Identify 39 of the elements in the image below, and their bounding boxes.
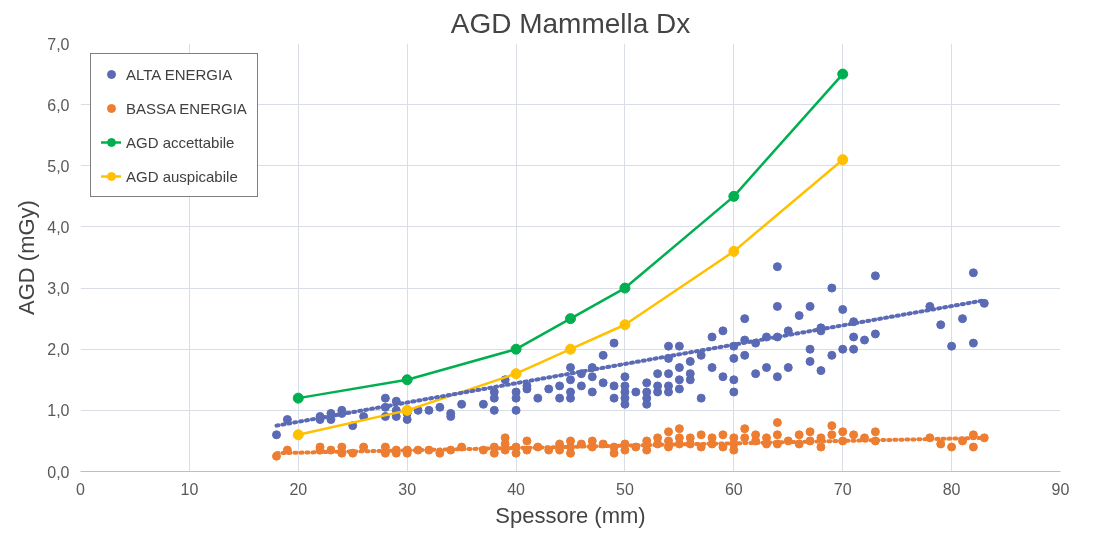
point <box>619 319 631 331</box>
y-tick-label: 7,0 <box>47 35 70 53</box>
x-tick-label: 20 <box>289 480 308 498</box>
point <box>728 190 740 202</box>
x-tick-label: 80 <box>942 480 961 498</box>
point <box>292 429 304 441</box>
y-tick-label: 4,0 <box>47 218 70 236</box>
point <box>619 282 631 294</box>
legend-label: AGD accettabile <box>126 133 235 151</box>
x-tick-label: 60 <box>724 480 743 498</box>
point <box>292 392 304 404</box>
legend-label: ALTA ENERGIA <box>126 65 233 83</box>
y-tick-label: 5,0 <box>47 157 70 175</box>
legend-label: BASSA ENERGIA <box>126 99 247 117</box>
x-axis-title: Spessore (mm) <box>495 502 646 528</box>
x-tick-label: 50 <box>616 480 634 498</box>
point <box>401 404 413 416</box>
x-tick-label: 0 <box>76 480 86 498</box>
y-tick-label: 3,0 <box>47 280 70 298</box>
point <box>510 368 522 380</box>
point <box>565 313 576 325</box>
point <box>401 374 413 386</box>
y-tick-label: 0,0 <box>47 463 70 481</box>
point <box>837 68 849 80</box>
y-axis-title: AGD (mGy) <box>14 200 40 315</box>
point <box>565 343 576 355</box>
y-tick-label: 1,0 <box>47 402 70 420</box>
x-tick-label: 90 <box>1051 480 1070 498</box>
y-tick-label: 2,0 <box>47 341 70 359</box>
x-tick-label: 30 <box>398 480 417 498</box>
x-tick-label: 40 <box>507 480 526 498</box>
x-tick-label: 70 <box>833 480 852 498</box>
x-tick-label: 10 <box>180 480 199 498</box>
point <box>837 154 849 166</box>
legend-label: AGD auspicabile <box>126 167 238 185</box>
chart-title: AGD Mammella Dx <box>450 7 691 39</box>
point <box>728 245 740 257</box>
point <box>510 343 522 355</box>
y-tick-label: 6,0 <box>47 96 70 114</box>
